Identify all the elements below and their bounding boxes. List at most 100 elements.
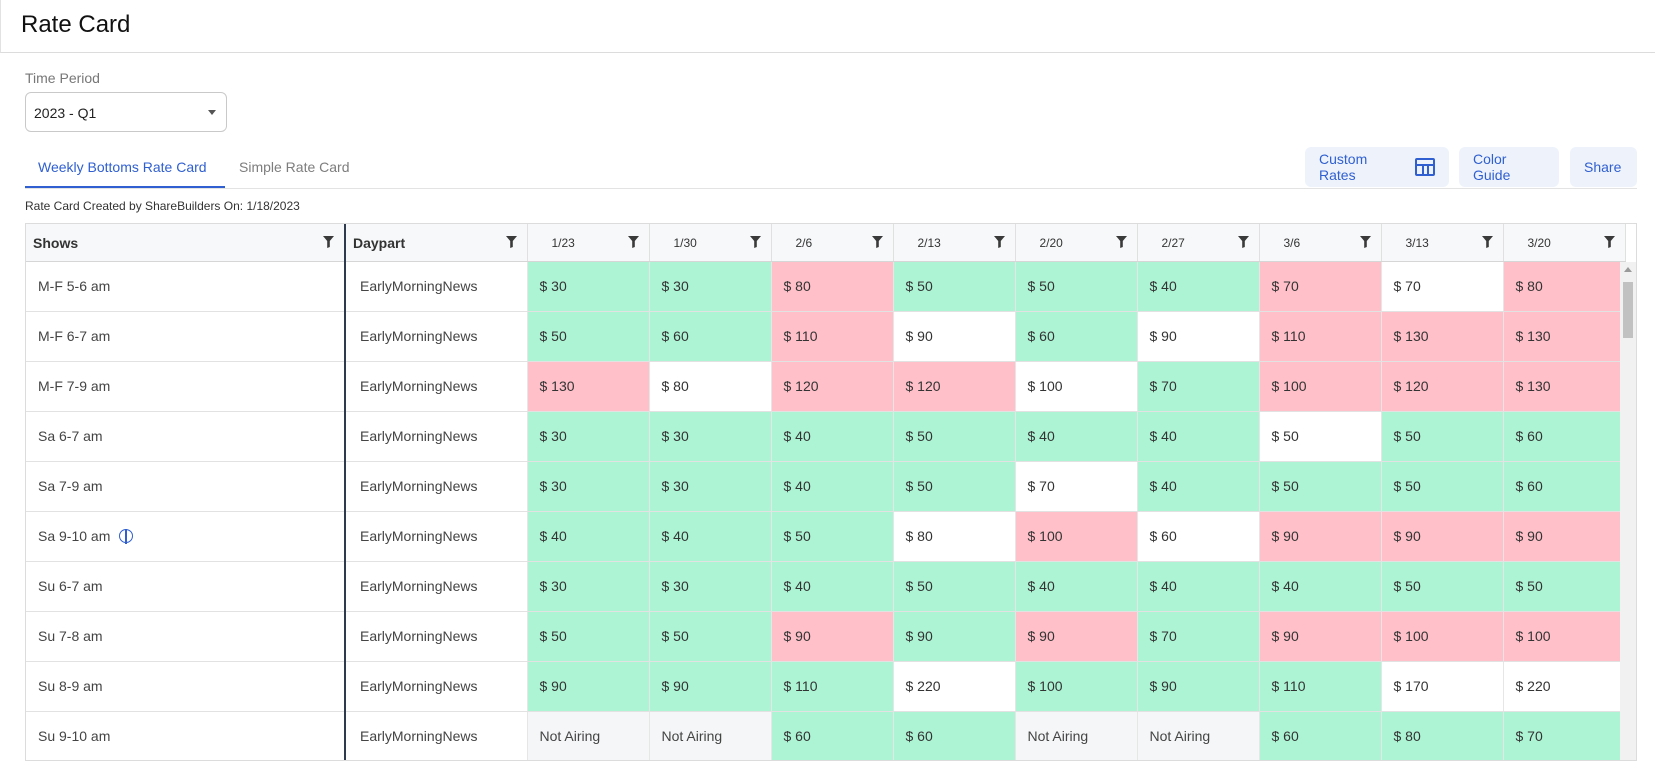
scroll-up-arrow-icon[interactable] xyxy=(1624,267,1632,272)
rate-cell[interactable]: $ 130 xyxy=(1381,311,1504,362)
rate-cell[interactable]: $ 100 xyxy=(1259,361,1382,412)
rate-cell[interactable]: $ 60 xyxy=(1503,461,1626,512)
filter-icon[interactable] xyxy=(627,236,639,248)
rate-cell[interactable]: $ 40 xyxy=(649,511,772,562)
color-guide-button[interactable]: Color Guide xyxy=(1459,147,1559,187)
rate-cell[interactable]: $ 30 xyxy=(649,561,772,612)
rate-cell[interactable]: $ 50 xyxy=(893,561,1016,612)
filter-icon[interactable] xyxy=(323,236,334,248)
rate-cell[interactable]: $ 50 xyxy=(1259,461,1382,512)
filter-icon[interactable] xyxy=(871,236,883,248)
column-header-daypart[interactable]: Daypart xyxy=(345,224,528,262)
rate-cell[interactable]: $ 70 xyxy=(1015,461,1138,512)
rate-cell[interactable]: $ 110 xyxy=(771,311,894,362)
rate-cell[interactable]: $ 110 xyxy=(1259,311,1382,362)
rate-cell[interactable]: $ 50 xyxy=(893,261,1016,312)
rate-cell[interactable]: $ 50 xyxy=(1381,461,1504,512)
rate-cell[interactable]: $ 50 xyxy=(893,411,1016,462)
rate-cell[interactable]: $ 80 xyxy=(649,361,772,412)
rate-cell[interactable]: $ 50 xyxy=(1503,561,1626,612)
rate-cell[interactable]: $ 40 xyxy=(771,461,894,512)
rate-cell[interactable]: $ 40 xyxy=(527,511,650,562)
rate-cell[interactable]: Not Airing xyxy=(649,711,772,760)
rate-cell[interactable]: $ 60 xyxy=(771,711,894,760)
rate-cell[interactable]: $ 40 xyxy=(1015,561,1138,612)
rate-cell[interactable]: $ 100 xyxy=(1381,611,1504,662)
time-period-select[interactable]: 2023 - Q1 xyxy=(25,92,227,132)
rate-cell[interactable]: $ 120 xyxy=(893,361,1016,412)
filter-icon[interactable] xyxy=(505,236,517,248)
rate-cell[interactable]: $ 40 xyxy=(1137,461,1260,512)
rate-cell[interactable]: $ 50 xyxy=(649,611,772,662)
column-header-shows[interactable]: Shows xyxy=(26,224,346,262)
rate-cell[interactable]: $ 90 xyxy=(527,661,650,712)
rate-cell[interactable]: $ 90 xyxy=(771,611,894,662)
rate-cell[interactable]: $ 50 xyxy=(893,461,1016,512)
rate-cell[interactable]: $ 80 xyxy=(1503,261,1626,312)
column-header-week[interactable]: 2/27 xyxy=(1137,224,1260,262)
rate-cell[interactable]: $ 50 xyxy=(1381,561,1504,612)
rate-cell[interactable]: $ 110 xyxy=(1259,661,1382,712)
share-button[interactable]: Share xyxy=(1570,147,1637,187)
rate-cell[interactable]: $ 40 xyxy=(1137,261,1260,312)
rate-cell[interactable]: $ 40 xyxy=(1137,411,1260,462)
rate-cell[interactable]: Not Airing xyxy=(1015,711,1138,760)
column-header-week[interactable]: 1/23 xyxy=(527,224,650,262)
rate-cell[interactable]: $ 50 xyxy=(527,311,650,362)
column-header-week[interactable]: 2/13 xyxy=(893,224,1016,262)
rate-cell[interactable]: $ 110 xyxy=(771,661,894,712)
rate-cell[interactable]: $ 130 xyxy=(1503,311,1626,362)
column-header-week[interactable]: 3/20 xyxy=(1503,224,1626,262)
vertical-scrollbar[interactable] xyxy=(1620,262,1636,760)
info-icon[interactable] xyxy=(119,529,134,544)
rate-cell[interactable]: $ 60 xyxy=(1259,711,1382,760)
rate-cell[interactable]: $ 50 xyxy=(1381,411,1504,462)
scrollbar-thumb[interactable] xyxy=(1623,282,1633,338)
column-header-week[interactable]: 1/30 xyxy=(649,224,772,262)
rate-cell[interactable]: $ 40 xyxy=(1259,561,1382,612)
rate-cell[interactable]: $ 70 xyxy=(1381,261,1504,312)
rate-cell[interactable]: $ 60 xyxy=(1137,511,1260,562)
rate-cell[interactable]: $ 30 xyxy=(649,461,772,512)
filter-icon[interactable] xyxy=(749,236,761,248)
rate-cell[interactable]: $ 100 xyxy=(1015,361,1138,412)
rate-cell[interactable]: $ 50 xyxy=(1259,411,1382,462)
rate-cell[interactable]: $ 90 xyxy=(1137,661,1260,712)
tab-simple-rate-card[interactable]: Simple Rate Card xyxy=(239,159,350,175)
filter-icon[interactable] xyxy=(993,236,1005,248)
rate-cell[interactable]: $ 60 xyxy=(1015,311,1138,362)
rate-cell[interactable]: $ 30 xyxy=(649,261,772,312)
rate-cell[interactable]: Not Airing xyxy=(527,711,650,760)
rate-cell[interactable]: $ 70 xyxy=(1137,611,1260,662)
rate-cell[interactable]: $ 30 xyxy=(527,261,650,312)
filter-icon[interactable] xyxy=(1603,236,1615,248)
rate-cell[interactable]: Not Airing xyxy=(1137,711,1260,760)
rate-cell[interactable]: $ 80 xyxy=(1381,711,1504,760)
rate-cell[interactable]: $ 40 xyxy=(771,561,894,612)
rate-cell[interactable]: $ 130 xyxy=(527,361,650,412)
rate-cell[interactable]: $ 40 xyxy=(1015,411,1138,462)
rate-cell[interactable]: $ 100 xyxy=(1015,511,1138,562)
rate-cell[interactable]: $ 220 xyxy=(893,661,1016,712)
filter-icon[interactable] xyxy=(1115,236,1127,248)
filter-icon[interactable] xyxy=(1481,236,1493,248)
column-header-week[interactable]: 2/20 xyxy=(1015,224,1138,262)
rate-cell[interactable]: $ 40 xyxy=(1137,561,1260,612)
rate-cell[interactable]: $ 90 xyxy=(893,611,1016,662)
rate-cell[interactable]: $ 90 xyxy=(1503,511,1626,562)
rate-cell[interactable]: $ 90 xyxy=(893,311,1016,362)
rate-cell[interactable]: $ 30 xyxy=(649,411,772,462)
rate-cell[interactable]: $ 90 xyxy=(1259,611,1382,662)
custom-rates-button[interactable]: Custom Rates xyxy=(1305,147,1449,187)
rate-cell[interactable]: $ 60 xyxy=(649,311,772,362)
rate-cell[interactable]: $ 70 xyxy=(1503,711,1626,760)
rate-cell[interactable]: $ 90 xyxy=(1015,611,1138,662)
filter-icon[interactable] xyxy=(1237,236,1249,248)
rate-cell[interactable]: $ 70 xyxy=(1259,261,1382,312)
rate-cell[interactable]: $ 120 xyxy=(1381,361,1504,412)
rate-cell[interactable]: $ 30 xyxy=(527,461,650,512)
rate-cell[interactable]: $ 90 xyxy=(1137,311,1260,362)
rate-cell[interactable]: $ 30 xyxy=(527,411,650,462)
rate-cell[interactable]: $ 50 xyxy=(527,611,650,662)
rate-cell[interactable]: $ 50 xyxy=(771,511,894,562)
